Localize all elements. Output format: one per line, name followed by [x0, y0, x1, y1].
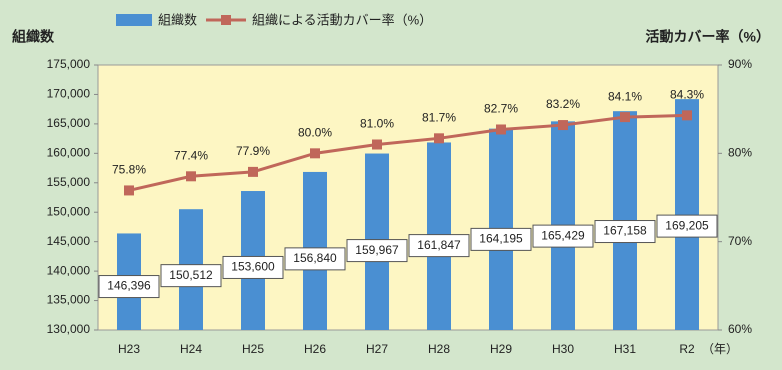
y2-tick-label: 90%	[728, 57, 752, 71]
line-marker	[434, 133, 444, 144]
bar-label-box	[594, 220, 656, 244]
line-marker	[620, 112, 630, 123]
x-tick-label: H23	[118, 342, 140, 356]
y-tick-label: 165,000	[47, 116, 91, 130]
bar-label: 164,195	[479, 232, 523, 246]
bar-label-box	[656, 214, 718, 238]
line-label: 81.7%	[422, 110, 456, 124]
bar-label: 169,205	[665, 218, 709, 232]
x-tick-label: H28	[428, 342, 450, 356]
line-marker	[248, 166, 258, 177]
legend-label: 組織による活動カバー率（%）	[252, 12, 432, 27]
x-tick-label: R2	[679, 342, 695, 356]
y-tick-label: 130,000	[47, 322, 91, 336]
x-tick-label: H29	[490, 342, 512, 356]
y2-axis-title: 活動カバー率（%）	[646, 29, 770, 45]
bar-label-box	[160, 264, 222, 288]
x-tick-label: H31	[614, 342, 636, 356]
bar-label: 161,847	[417, 238, 461, 252]
y2-tick-label: 80%	[728, 146, 752, 160]
y-tick-label: 140,000	[47, 263, 91, 277]
y-tick-label: 145,000	[47, 234, 91, 248]
legend-label: 組織数	[158, 12, 197, 27]
line-marker	[682, 110, 692, 121]
legend-swatch	[221, 15, 231, 25]
bar-label: 146,396	[107, 279, 151, 293]
bar-label-box	[222, 255, 284, 279]
x-tick-label: H24	[180, 342, 202, 356]
bar	[675, 99, 699, 330]
line-label: 81.0%	[360, 117, 394, 131]
line-label: 77.4%	[174, 148, 208, 162]
y2-tick-label: 70%	[728, 234, 752, 248]
line-marker	[186, 171, 196, 182]
line-marker	[124, 185, 134, 196]
line-marker	[558, 120, 568, 131]
y-axis-title: 組織数	[12, 29, 55, 45]
bar-label-box	[532, 224, 594, 248]
y-tick-label: 155,000	[47, 175, 91, 189]
line-label: 75.8%	[112, 163, 146, 177]
line-marker	[310, 148, 320, 159]
x-tick-label: H27	[366, 342, 388, 356]
bar-label: 153,600	[231, 260, 275, 274]
line-label: 80.0%	[298, 126, 332, 140]
line-marker	[496, 124, 506, 135]
bar-label: 156,840	[293, 251, 337, 265]
bar-label: 159,967	[355, 243, 399, 257]
line-label: 84.3%	[670, 88, 704, 102]
bar-label-box	[346, 239, 408, 263]
bar-label: 167,158	[603, 224, 647, 238]
bar-label-box	[470, 227, 532, 251]
bar-label-box	[284, 247, 346, 271]
line-label: 77.9%	[236, 144, 270, 158]
x-tick-label: H26	[304, 342, 326, 356]
line-label: 83.2%	[546, 97, 580, 111]
line	[128, 113, 688, 192]
x-axis-unit: （年）	[702, 342, 738, 356]
x-tick-label: H25	[242, 342, 264, 356]
x-tick-label: H30	[552, 342, 574, 356]
bar-label-box	[408, 234, 470, 258]
bar-label-box	[98, 275, 160, 299]
y-tick-label: 135,000	[47, 293, 91, 307]
y-tick-label: 150,000	[47, 204, 91, 218]
y2-tick-label: 60%	[728, 322, 752, 336]
y-tick-label: 175,000	[47, 57, 91, 71]
legend-swatch	[116, 14, 152, 26]
line-marker	[372, 139, 382, 150]
y-tick-label: 160,000	[47, 146, 91, 160]
y-tick-label: 170,000	[47, 87, 91, 101]
line-label: 84.1%	[608, 89, 642, 103]
bar-label: 150,512	[169, 268, 213, 282]
bar-label: 165,429	[541, 228, 585, 242]
line-label: 82.7%	[484, 102, 518, 116]
